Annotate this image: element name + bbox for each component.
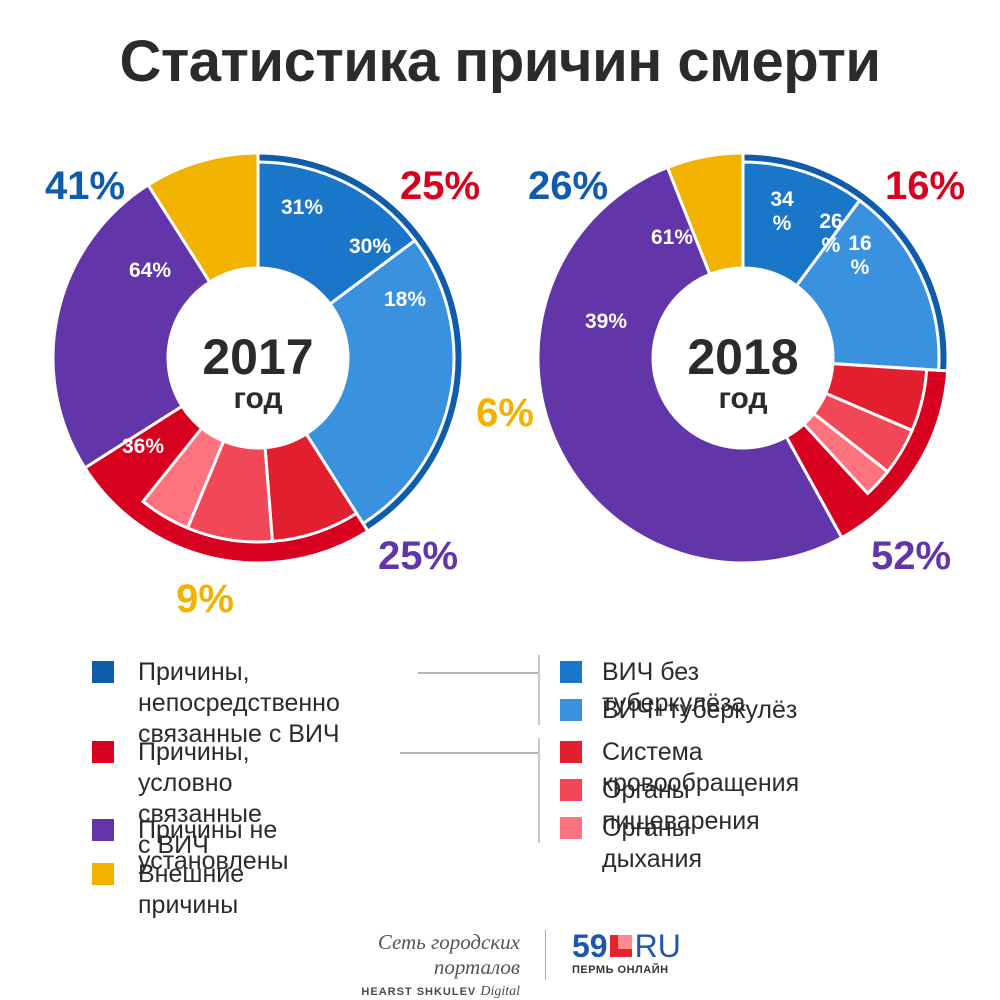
legend-label-respiratory: Органы дыхания	[602, 814, 702, 873]
outer-label-внешние-причины: 9%	[176, 577, 234, 621]
footer-publisher: HEARST SHKULEV Digital	[290, 984, 520, 1000]
legend-item-external: Внешние причины	[92, 859, 244, 921]
legend-swatch-external	[92, 863, 114, 885]
donut-hole	[653, 268, 833, 448]
legend-item-respiratory: Органы дыхания	[560, 813, 702, 875]
footer-network-logo: Сеть городских порталов HEARST SHKULEV D…	[290, 930, 520, 1000]
hiv-label-вич-туберкулёз: 61%	[651, 226, 693, 249]
conditional-label-система-кровообращения: 34%	[770, 188, 794, 235]
outer-label-причины-непосредственно-связанные-с-вич: 41%	[45, 164, 125, 208]
legend-item-unknown: Причины не установлены	[92, 815, 288, 877]
legend-label-digestive: Органы пищеварения	[602, 776, 760, 835]
footer-publisher-italic: Digital	[480, 984, 520, 999]
legend-swatch-unknown	[92, 819, 114, 841]
legend-item-hiv-conditional: Причины, условно связанные с ВИЧ	[92, 737, 262, 861]
legend-swatch-hiv-conditional	[92, 741, 114, 763]
legend-label-hiv-conditional: Причины, условно связанные с ВИЧ	[138, 738, 262, 859]
center-year-label: 2018	[687, 329, 798, 385]
outer-label-причины-условно-связанные-с-вич: 16%	[885, 164, 965, 208]
logo-square-icon	[609, 935, 632, 957]
legend-label-hiv-no-tb: ВИЧ без туберкулёза	[602, 658, 746, 717]
legend-connector-hiv	[418, 672, 538, 674]
center-year-label: 2017	[202, 329, 313, 385]
footer-network-name: Сеть городских порталов	[377, 930, 520, 979]
legend-label-hiv-direct: Причины, непосредственно связанные с ВИЧ	[138, 658, 340, 748]
legend-label-circulatory: Система кровообращения	[602, 738, 800, 797]
conditional-label-система-кровообращения: 31%	[281, 196, 323, 219]
footer-publisher-bold: HEARST SHKULEV	[361, 986, 477, 998]
legend-swatch-respiratory	[560, 817, 582, 839]
logo-number: 59	[572, 928, 608, 964]
legend-bracket-conditional	[538, 738, 540, 843]
conditional-label-органы-пищеварения: 26%	[819, 210, 842, 257]
legend-swatch-hiv-direct	[92, 661, 114, 683]
footer-divider	[545, 930, 546, 980]
outer-label-внешние-причины: 6%	[476, 391, 534, 435]
legend-item-circulatory: Система кровообращения	[560, 737, 799, 799]
legend-swatch-digestive	[560, 779, 582, 801]
hiv-label-вич-туберкулёз: 64%	[129, 259, 171, 282]
legend-item-hiv-no-tb: ВИЧ без туберкулёза	[560, 657, 745, 719]
legend-bracket-hiv	[538, 655, 540, 725]
outer-label-причины-не-установлены: 25%	[378, 534, 458, 578]
legend-label-hiv-tb: ВИЧ+туберкулёз	[602, 696, 798, 724]
legend-connector-conditional	[400, 752, 538, 754]
slice-внешние-причины	[665, 151, 745, 277]
legend-item-hiv-direct: Причины, непосредственно связанные с ВИЧ	[92, 657, 340, 750]
outer-label-причины-не-установлены: 52%	[871, 534, 951, 578]
legend-swatch-hiv-no-tb	[560, 661, 582, 683]
conditional-label-органы-пищеварения: 30%	[349, 235, 391, 258]
outer-label-причины-условно-связанные-с-вич: 25%	[400, 164, 480, 208]
logo-subtitle: ПЕРМЬ ОНЛАЙН	[572, 964, 669, 976]
hiv-label-вич-без-туберкулёза: 36%	[122, 435, 164, 458]
donut-hole	[168, 268, 348, 448]
legend-item-hiv-tb: ВИЧ+туберкулёз	[560, 695, 797, 726]
legend-label-unknown: Причины не установлены	[138, 816, 289, 875]
center-sub-label: год	[233, 382, 282, 415]
legend-item-digestive: Органы пищеварения	[560, 775, 760, 837]
footer-59ru-logo: 59 RU ПЕРМЬ ОНЛАЙН	[572, 930, 681, 976]
chart-title: Статистика причин смерти	[119, 29, 881, 94]
legend-swatch-hiv-tb	[560, 699, 582, 721]
legend-label-external: Внешние причины	[138, 860, 245, 919]
conditional-label-органы-дыхания: 18%	[384, 288, 426, 311]
conditional-label-органы-дыхания: 16%	[848, 232, 871, 279]
legend-swatch-circulatory	[560, 741, 582, 763]
center-sub-label: год	[718, 382, 767, 415]
hiv-label-вич-без-туберкулёза: 39%	[585, 310, 627, 333]
logo-row: 59 RU	[572, 930, 681, 962]
outer-label-причины-непосредственно-связанные-с-вич: 26%	[528, 164, 608, 208]
logo-ru: RU	[634, 928, 681, 964]
